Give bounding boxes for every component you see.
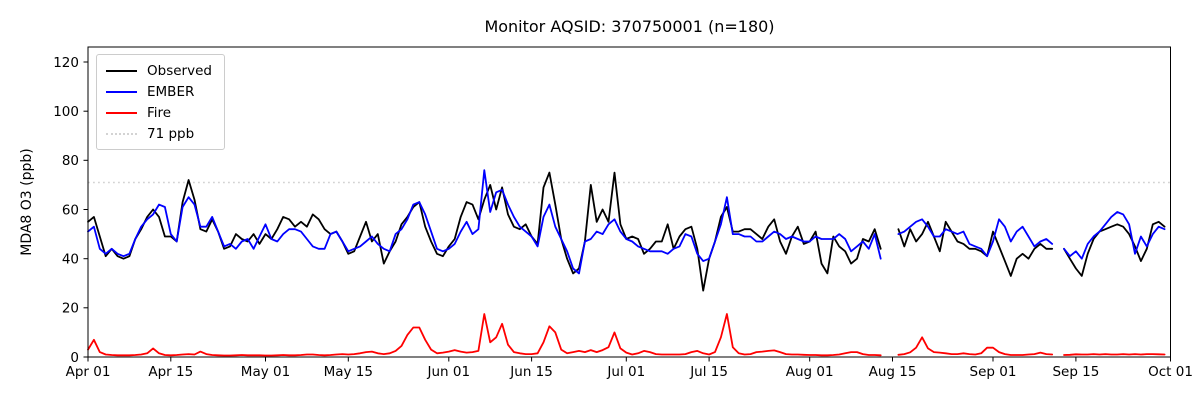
- legend-label: Observed: [147, 62, 212, 79]
- x-tick-label: May 01: [241, 364, 290, 380]
- ember-line: [87, 169, 1166, 275]
- x-tick-label: Sep 01: [970, 364, 1017, 380]
- y-tick-label: 20: [62, 301, 79, 317]
- legend-line-sample: [106, 132, 137, 135]
- legend-item-fire: Fire: [106, 102, 212, 123]
- legend-line-sample: [106, 90, 137, 93]
- x-tick-label: Aug 15: [869, 364, 917, 380]
- x-tick-label: Oct 01: [1148, 364, 1193, 380]
- x-tick-label: Jun 15: [509, 364, 553, 380]
- legend-label: EMBER: [147, 83, 195, 100]
- legend-item-observed: Observed: [106, 60, 212, 81]
- y-tick-label: 60: [62, 202, 79, 218]
- x-tick-label: Aug 01: [786, 364, 834, 380]
- x-tick-label: Jul 15: [689, 364, 728, 380]
- y-tick-label: 80: [62, 153, 79, 169]
- legend-item-ember: EMBER: [106, 81, 212, 102]
- legend-label: 71 ppb: [147, 125, 195, 142]
- legend: Observed EMBER Fire 71 ppb: [96, 54, 225, 150]
- legend-line-sample: [106, 111, 137, 114]
- y-tick-label: 100: [53, 104, 79, 120]
- legend-label: Fire: [147, 104, 172, 121]
- legend-line-sample: [106, 69, 137, 72]
- x-tick-label: May 15: [324, 364, 373, 380]
- x-tick-label: Jul 01: [606, 364, 645, 380]
- x-tick-label: Jun 01: [427, 364, 471, 380]
- y-tick-label: 40: [62, 252, 79, 268]
- y-tick-label: 120: [53, 55, 79, 71]
- x-tick-label: Apr 01: [66, 364, 111, 380]
- observed-line: [87, 171, 1166, 292]
- fire-line: [87, 313, 1166, 357]
- chart-title: Monitor AQSID: 370750001 (n=180): [484, 17, 775, 36]
- plot-frame: [87, 46, 1171, 358]
- legend-item-71-ppb: 71 ppb: [106, 123, 212, 144]
- y-tick-label: 0: [70, 350, 79, 366]
- x-tick-label: Sep 15: [1052, 364, 1099, 380]
- x-tick-label: Apr 15: [148, 364, 193, 380]
